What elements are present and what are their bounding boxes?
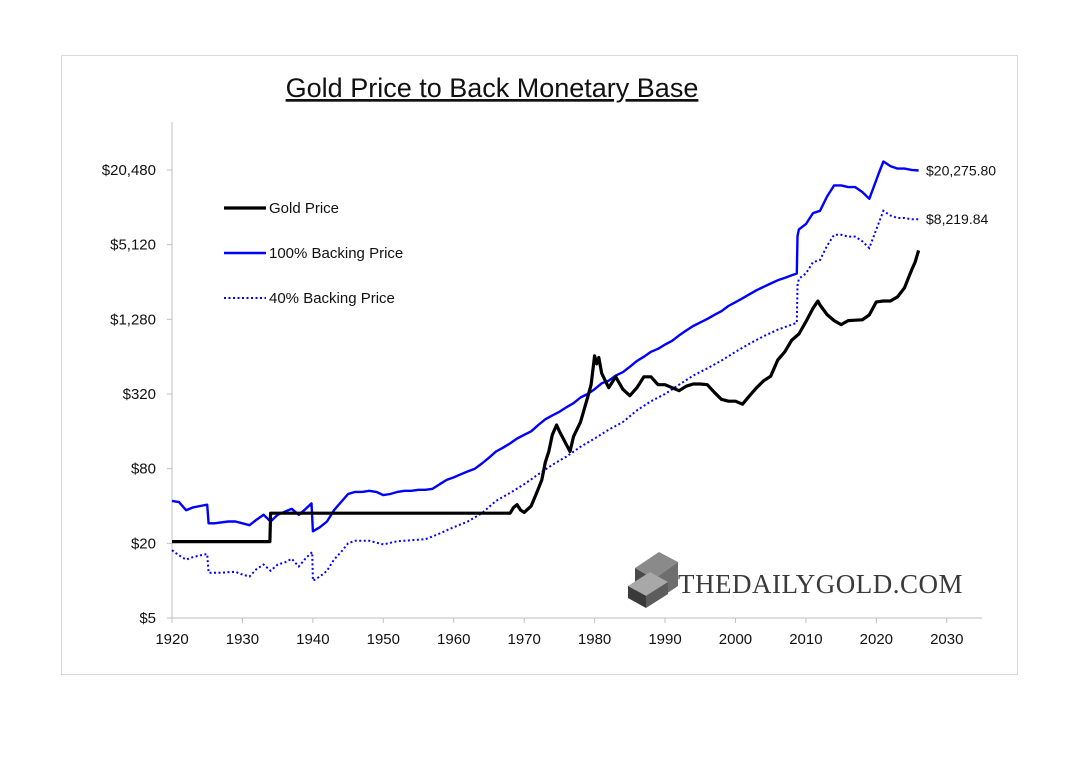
x-tick-label: 2030: [930, 631, 963, 648]
legend-label: 100% Backing Price: [269, 245, 403, 262]
y-tick-label: $5: [139, 610, 156, 627]
x-tick-label: 2020: [860, 631, 893, 648]
gold-bar-logo-icon: [628, 552, 678, 608]
x-tick-label: 2000: [719, 631, 752, 648]
y-tick-label: $20: [131, 535, 156, 552]
axes: $5 $20 $80 $320 $1,280 $5,120 $20,480 1920 1930 1…: [102, 122, 982, 648]
watermark: THEDAILYGOLD.COM: [628, 552, 963, 608]
x-tick-label: 1990: [648, 631, 681, 648]
series-line-gold-price: [172, 249, 921, 544]
x-tick-label: 1980: [578, 631, 611, 648]
legend-label: 40% Backing Price: [269, 290, 395, 307]
y-tick-label: $20,480: [102, 162, 156, 179]
x-tick-label: 1920: [155, 631, 188, 648]
chart-title: Gold Price to Back Monetary Base: [286, 73, 699, 103]
chart-frame: Gold Price to Back Monetary Base $5 $20 $8…: [61, 55, 1018, 675]
x-tick-label: 1970: [507, 631, 540, 648]
series-line-40-backing-price: [171, 209, 919, 583]
end-value-label: $8,219.84: [926, 211, 988, 227]
series-layer: [171, 160, 921, 583]
x-tick-label: 1950: [367, 631, 400, 648]
watermark-text: THEDAILYGOLD.COM: [678, 569, 963, 599]
x-tick-label: 1940: [296, 631, 329, 648]
y-tick-label: $1,280: [110, 311, 156, 328]
x-tick-label: 1960: [437, 631, 470, 648]
x-tick-label: 1930: [226, 631, 259, 648]
end-labels: $20,275.80 $8,219.84: [926, 163, 996, 228]
legend-label: Gold Price: [269, 200, 339, 217]
y-tick-label: $320: [123, 386, 156, 403]
gold-price-chart: Gold Price to Back Monetary Base $5 $20 $8…: [102, 73, 997, 648]
legend: Gold Price 100% Backing Price 40% Backing …: [224, 200, 403, 307]
y-tick-label: $5,120: [110, 237, 156, 254]
end-value-label: $20,275.80: [926, 163, 996, 179]
y-tick-label: $80: [131, 461, 156, 478]
x-tick-label: 2010: [789, 631, 822, 648]
